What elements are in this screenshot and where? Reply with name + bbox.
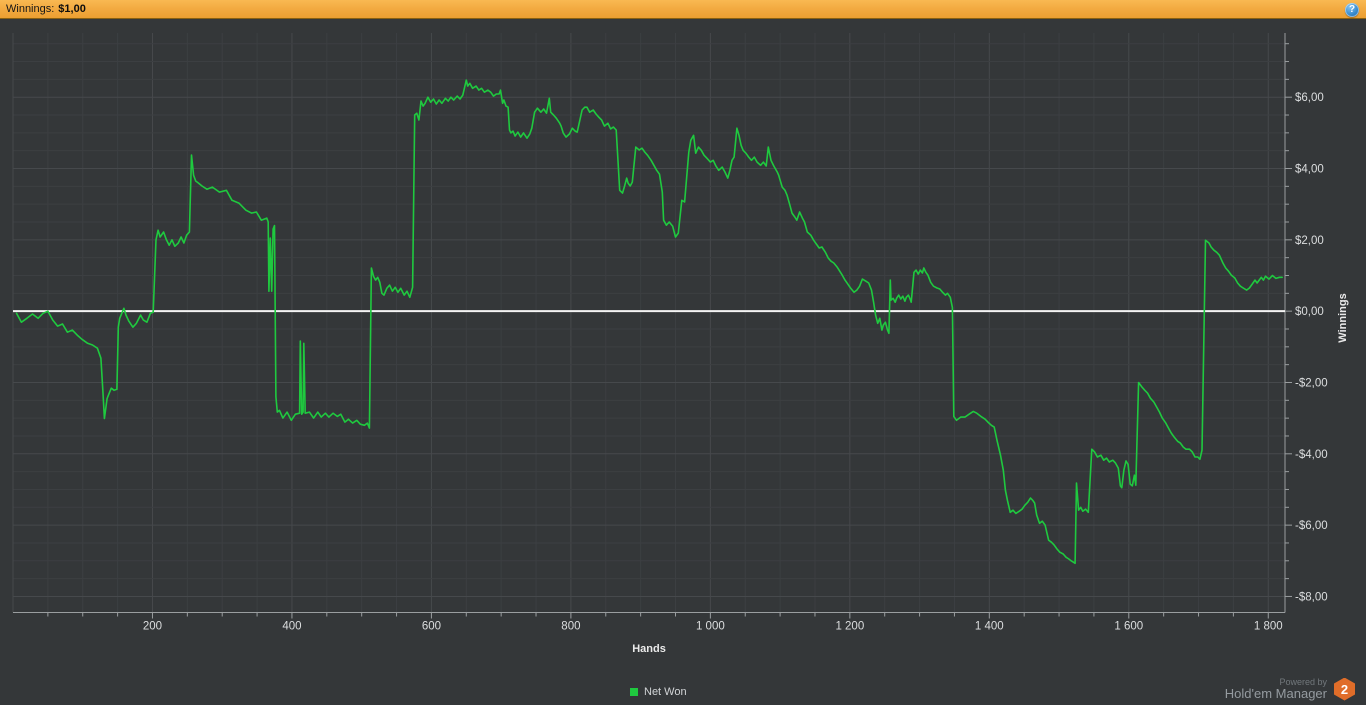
x-tick-label-600: 600 [422, 621, 441, 633]
y-tick-label-4: $4,00 [1295, 164, 1324, 176]
hm2-logo-icon: 2 [1334, 677, 1355, 701]
x-tick-label-200: 200 [143, 621, 162, 633]
title-bar-value: $1,00 [58, 3, 86, 15]
y-tick-label--8: -$8,00 [1295, 591, 1328, 603]
net-won-swatch-icon [630, 688, 638, 696]
x-tick-label-1000: 1 000 [696, 621, 725, 633]
brand-name-text: Hold'em Manager [1224, 686, 1327, 701]
y-tick-label-6: $6,00 [1295, 92, 1324, 104]
net-won-line [15, 79, 1283, 565]
title-bar: Winnings: $1,00 ? [0, 0, 1366, 19]
powered-by-brand: Powered by Hold'em Manager 2 [1225, 677, 1355, 701]
powered-by-text: Powered by [1279, 677, 1327, 687]
x-tick-label-1600: 1 600 [1114, 621, 1143, 633]
x-axis-title: Hands [632, 643, 666, 655]
x-tick-label-800: 800 [561, 621, 580, 633]
x-tick-label-1800: 1 800 [1254, 621, 1283, 633]
axes [13, 33, 1292, 619]
tick-labels: 200 400 600 800 1 000 1 200 1 400 1 600 1 800 $6,… [143, 92, 1328, 632]
legend-label: Net Won [644, 686, 687, 698]
x-tick-label-1400: 1 400 [975, 621, 1004, 633]
y-tick-label-2: $2,00 [1295, 235, 1324, 247]
y-tick-label-0: $0,00 [1295, 306, 1324, 318]
y-tick-label--4: -$4,00 [1295, 449, 1328, 461]
gridlines [12, 33, 1285, 613]
x-tick-label-400: 400 [282, 621, 301, 633]
x-tick-label-1200: 1 200 [835, 621, 864, 633]
series [13, 79, 1285, 565]
title-bar-label: Winnings: [6, 3, 55, 15]
y-axis-title: Winnings [1337, 293, 1349, 343]
y-tick-label--6: -$6,00 [1295, 520, 1328, 532]
y-tick-label--2: -$2,00 [1295, 377, 1328, 389]
legend: Net Won [630, 684, 687, 700]
help-icon[interactable]: ? [1345, 2, 1359, 17]
